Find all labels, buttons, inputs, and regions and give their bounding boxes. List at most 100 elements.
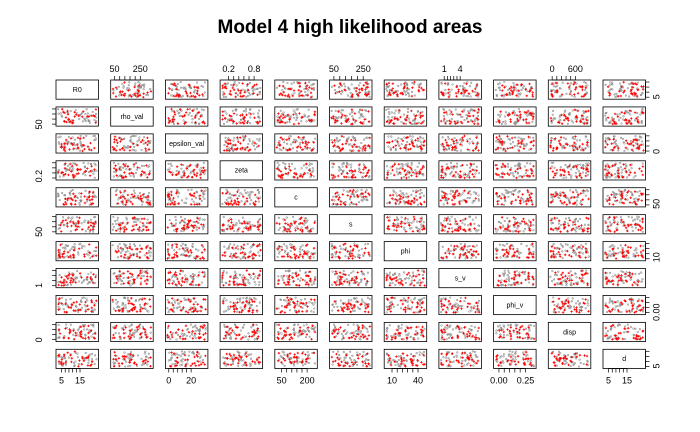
high-likelihood-point (356, 93, 359, 96)
high-likelihood-point (578, 251, 581, 254)
high-likelihood-point (282, 85, 285, 88)
high-likelihood-point (518, 256, 521, 259)
sample-point (405, 89, 408, 92)
high-likelihood-point (551, 193, 555, 196)
high-likelihood-point (354, 89, 358, 93)
sample-point (412, 189, 415, 192)
high-likelihood-point (391, 87, 394, 90)
sample-point (122, 85, 125, 88)
high-likelihood-point (281, 138, 284, 141)
high-likelihood-point (582, 95, 585, 98)
sample-point (194, 248, 198, 251)
high-likelihood-point (278, 222, 281, 226)
sample-point (121, 249, 124, 252)
high-likelihood-point (196, 92, 199, 95)
sample-point (503, 244, 506, 247)
sample-point (440, 82, 443, 85)
sample-point (642, 143, 645, 146)
sample-point (417, 83, 420, 86)
sample-point (586, 84, 589, 87)
sample-point (406, 221, 409, 224)
sample-point (62, 216, 65, 219)
sample-point (566, 222, 570, 225)
sample-point (495, 120, 498, 124)
high-likelihood-point (621, 248, 624, 252)
high-likelihood-point (256, 93, 259, 96)
sample-point (288, 167, 291, 171)
sample-point (627, 215, 630, 218)
sample-point (499, 175, 502, 178)
high-likelihood-point (530, 199, 533, 202)
sample-point (223, 245, 226, 248)
high-likelihood-point (113, 135, 117, 138)
high-likelihood-point (641, 173, 644, 177)
sample-point (470, 119, 473, 122)
sample-point (401, 221, 404, 224)
sample-point (243, 189, 246, 192)
sample-point (510, 191, 513, 194)
sample-point (550, 165, 554, 168)
sample-point (70, 256, 73, 260)
high-likelihood-point (337, 110, 340, 113)
high-likelihood-point (419, 116, 422, 119)
sample-point (233, 243, 236, 246)
sample-point (408, 120, 411, 123)
sample-point (407, 108, 410, 111)
sample-point (390, 111, 393, 114)
sample-point (468, 85, 471, 88)
sample-point (559, 191, 562, 194)
sample-point (313, 119, 316, 122)
high-likelihood-point (641, 227, 644, 230)
sample-point (224, 95, 228, 98)
high-likelihood-point (232, 88, 236, 91)
sample-point (169, 200, 172, 203)
high-likelihood-point (517, 89, 520, 93)
sample-point (604, 219, 607, 223)
high-likelihood-point (500, 165, 503, 169)
high-likelihood-point (64, 116, 68, 119)
sample-point (290, 115, 293, 118)
sample-point (149, 140, 152, 143)
sample-point (446, 113, 449, 116)
sample-point (625, 194, 628, 197)
sample-point (605, 141, 608, 144)
sample-point (350, 193, 353, 196)
sample-point (225, 188, 228, 191)
sample-point (395, 216, 399, 219)
sample-point (460, 193, 463, 196)
high-likelihood-point (549, 117, 553, 120)
sample-point (335, 138, 338, 141)
sample-point (308, 81, 311, 84)
sample-point (179, 221, 182, 224)
high-likelihood-point (288, 118, 291, 121)
sample-point (297, 92, 300, 96)
sample-point (179, 114, 182, 117)
high-likelihood-point (401, 167, 404, 170)
sample-point (84, 230, 87, 233)
sample-point (619, 244, 622, 247)
high-likelihood-point (141, 170, 144, 173)
sample-point (475, 165, 478, 168)
high-likelihood-point (305, 87, 308, 90)
high-likelihood-point (197, 86, 200, 90)
sample-point (495, 140, 498, 143)
sample-point (172, 123, 175, 126)
sample-point (256, 138, 259, 141)
high-likelihood-point (402, 122, 406, 125)
high-likelihood-point (508, 87, 511, 90)
sample-point (627, 256, 630, 259)
high-likelihood-point (395, 117, 399, 120)
sample-point (95, 116, 98, 119)
sample-point (299, 137, 302, 140)
high-likelihood-point (301, 94, 304, 97)
sample-point (461, 199, 464, 202)
sample-point (471, 218, 474, 221)
high-likelihood-point (88, 243, 91, 246)
sample-point (311, 167, 314, 170)
high-likelihood-point (341, 193, 344, 196)
sample-point (141, 203, 144, 206)
high-likelihood-point (87, 226, 90, 229)
sample-point (86, 112, 89, 115)
sample-point (337, 194, 340, 197)
sample-point (624, 94, 627, 97)
